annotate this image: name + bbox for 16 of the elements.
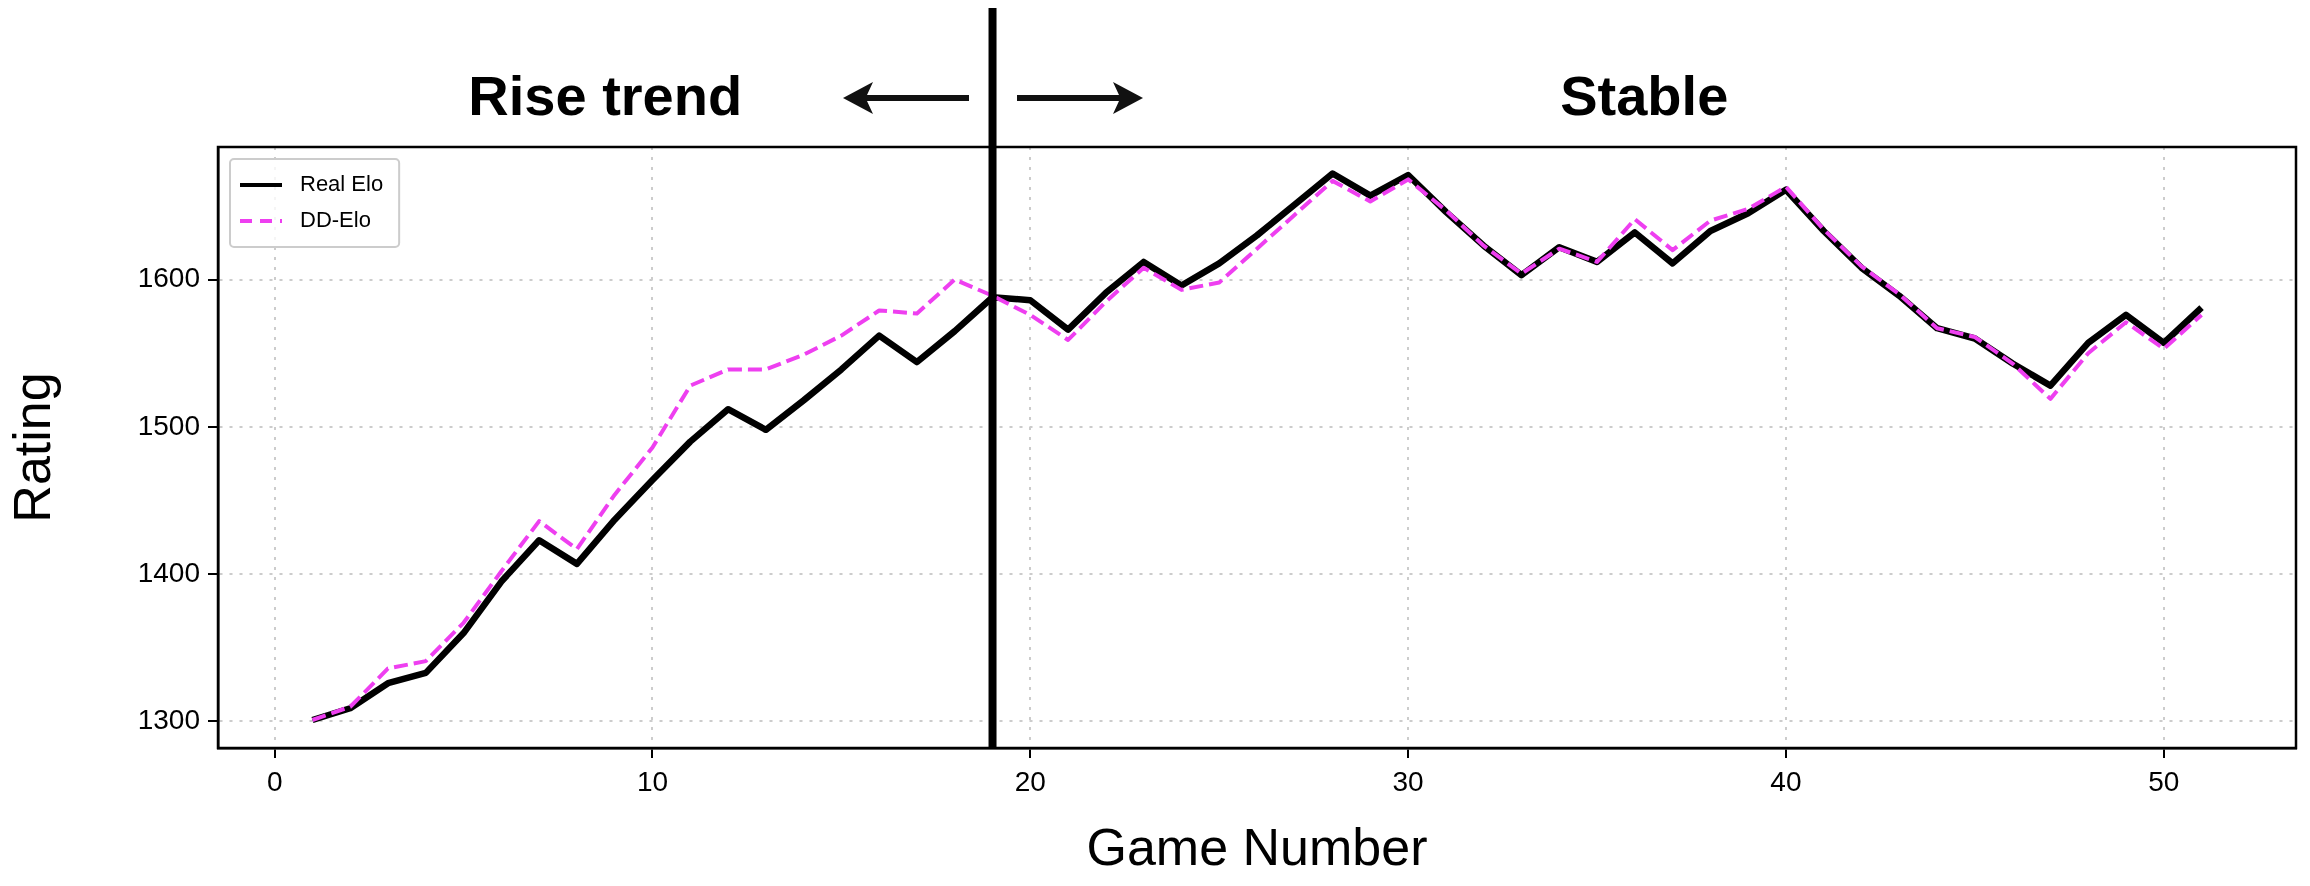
text: Stable <box>1560 64 1729 127</box>
x-tick-label: 40 <box>1770 765 1802 797</box>
legend-label: Real Elo <box>300 171 384 197</box>
x-tick-label: 30 <box>1392 765 1424 797</box>
y-axis-title: Rating <box>2 372 61 523</box>
x-tick-label: 50 <box>2148 765 2180 797</box>
text: Rise trend <box>468 64 743 127</box>
x-tick-label: 20 <box>1014 765 1046 797</box>
legend-label: DD-Elo <box>300 207 371 233</box>
x-tick-label: 0 <box>266 765 283 797</box>
x-axis-title: Game Number <box>1086 818 1428 877</box>
y-tick-label: 1300 <box>137 704 200 736</box>
y-tick-label: 1400 <box>137 556 200 588</box>
y-tick-label: 1600 <box>137 262 200 294</box>
y-tick-label: 1500 <box>137 409 200 441</box>
x-tick-label: 10 <box>636 765 669 797</box>
